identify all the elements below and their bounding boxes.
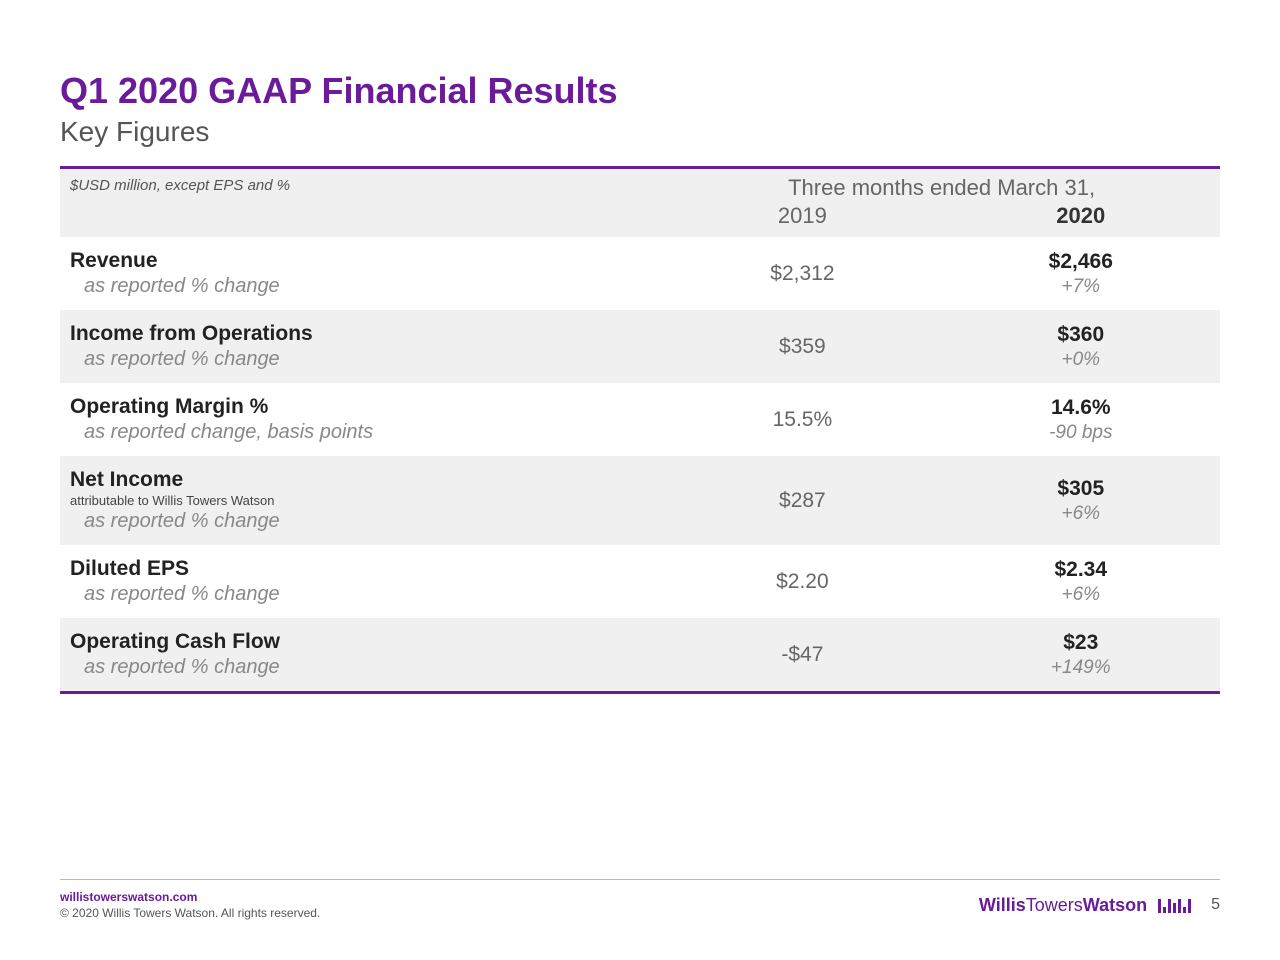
metric-label: Revenue <box>70 249 663 273</box>
brand-logo: WillisTowersWatson <box>979 895 1191 916</box>
slide-subtitle: Key Figures <box>60 116 1220 148</box>
value-2020: 14.6% <box>942 396 1220 420</box>
footer-copyright: © 2020 Willis Towers Watson. All rights … <box>60 906 320 920</box>
brand-part-3: Watson <box>1083 895 1147 915</box>
value-2019: -$47 <box>663 643 941 667</box>
table-period: Three months ended March 31, <box>663 169 1220 203</box>
table-row: Diluted EPSas reported % change$2.20$2.3… <box>60 545 1220 618</box>
table-row: Net Incomeattributable to Willis Towers … <box>60 456 1220 545</box>
table-row: Operating Cash Flowas reported % change-… <box>60 618 1220 691</box>
table-row: Income from Operationsas reported % chan… <box>60 310 1220 383</box>
metric-label: Operating Cash Flow <box>70 630 663 654</box>
slide-title: Q1 2020 GAAP Financial Results <box>60 70 1220 112</box>
value-2020: $360 <box>942 323 1220 347</box>
change-label: as reported % change <box>70 510 663 533</box>
value-2019: $287 <box>663 489 941 513</box>
change-value: -90 bps <box>942 422 1220 444</box>
brand-bars-icon <box>1158 899 1191 913</box>
year-header-row: 2019 2020 <box>60 203 1220 237</box>
change-value: +0% <box>942 349 1220 371</box>
page-number: 5 <box>1211 896 1220 914</box>
value-2020: $2.34 <box>942 558 1220 582</box>
value-2020: $2,466 <box>942 250 1220 274</box>
brand-part-1: Willis <box>979 895 1026 915</box>
footer-url: willistowerswatson.com <box>60 890 320 904</box>
year-2020: 2020 <box>942 203 1220 229</box>
metric-label: Income from Operations <box>70 322 663 346</box>
year-2019: 2019 <box>663 203 941 229</box>
change-value: +6% <box>942 584 1220 606</box>
value-2019: 15.5% <box>663 408 941 432</box>
value-2020: $23 <box>942 631 1220 655</box>
metric-label: Operating Margin % <box>70 395 663 419</box>
brand-part-2: Towers <box>1026 895 1083 915</box>
change-value: +6% <box>942 503 1220 525</box>
value-2019: $2,312 <box>663 262 941 286</box>
slide-footer: willistowerswatson.com © 2020 Willis Tow… <box>60 879 1220 920</box>
change-label: as reported % change <box>70 583 663 606</box>
financial-table: $USD million, except EPS and % Three mon… <box>60 166 1220 694</box>
change-value: +149% <box>942 657 1220 679</box>
table-header-row: $USD million, except EPS and % Three mon… <box>60 169 1220 203</box>
metric-sublabel: attributable to Willis Towers Watson <box>70 493 663 508</box>
value-2020: $305 <box>942 477 1220 501</box>
metric-label: Diluted EPS <box>70 557 663 581</box>
change-label: as reported % change <box>70 656 663 679</box>
value-2019: $359 <box>663 335 941 359</box>
change-value: +7% <box>942 276 1220 298</box>
value-2019: $2.20 <box>663 570 941 594</box>
change-label: as reported % change <box>70 348 663 371</box>
change-label: as reported % change <box>70 275 663 298</box>
metric-label: Net Income <box>70 468 663 492</box>
table-row: Operating Margin %as reported change, ba… <box>60 383 1220 456</box>
change-label: as reported change, basis points <box>70 421 663 444</box>
table-row: Revenueas reported % change$2,312$2,466+… <box>60 237 1220 310</box>
table-note: $USD million, except EPS and % <box>60 169 663 203</box>
